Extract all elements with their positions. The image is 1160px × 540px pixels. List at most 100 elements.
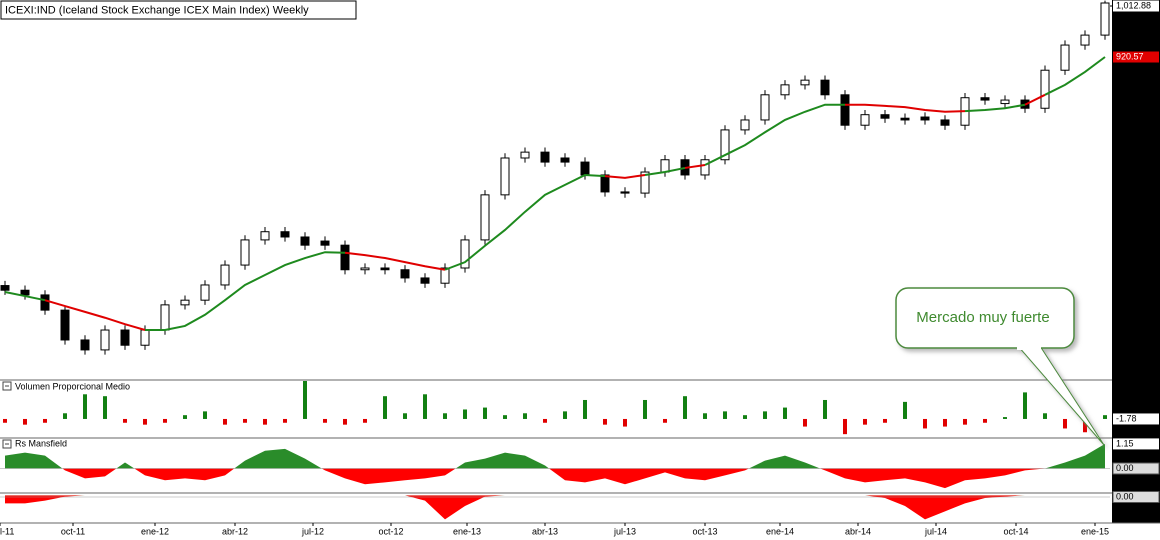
x-tick-label: oct-14 bbox=[1003, 526, 1028, 536]
candle-body bbox=[300, 236, 310, 246]
volume-bar bbox=[303, 381, 307, 419]
volume-bar bbox=[83, 394, 87, 419]
y-tick: 1,012.88 bbox=[1113, 0, 1159, 12]
x-tick-label: abr-14 bbox=[845, 526, 871, 536]
volume-bar bbox=[1043, 413, 1047, 419]
candle-body bbox=[120, 329, 130, 346]
price-axis-strip bbox=[1112, 0, 1160, 523]
volume-bar bbox=[743, 415, 747, 419]
x-tick-label: abr-12 bbox=[222, 526, 248, 536]
candle-body bbox=[340, 244, 350, 271]
candle-body bbox=[1040, 69, 1050, 109]
volume-bar bbox=[503, 415, 507, 419]
volume-bar bbox=[323, 418, 327, 423]
candle-body bbox=[620, 191, 630, 194]
volume-bar bbox=[23, 418, 27, 425]
candle-body bbox=[880, 114, 890, 119]
candle-body bbox=[520, 151, 530, 159]
candle-body bbox=[640, 171, 650, 194]
candle-body bbox=[820, 79, 830, 96]
candle-body bbox=[200, 284, 210, 301]
candle-body bbox=[260, 231, 270, 241]
candle-body bbox=[80, 339, 90, 351]
volume-bar bbox=[1063, 418, 1067, 429]
volume-bar bbox=[103, 396, 107, 419]
candle-body bbox=[240, 239, 250, 266]
y-tick-label: 1,012.88 bbox=[1116, 0, 1151, 10]
x-tick-label: oct-13 bbox=[692, 526, 717, 536]
volume-bar bbox=[943, 418, 947, 427]
volume-bar bbox=[63, 413, 67, 419]
candle-body bbox=[540, 151, 550, 163]
volume-bar bbox=[343, 418, 347, 425]
x-tick-label: jul-13 bbox=[613, 526, 636, 536]
x-tick-label: ene-14 bbox=[766, 526, 794, 536]
candle-body bbox=[400, 269, 410, 279]
x-tick-label: jul-14 bbox=[924, 526, 947, 536]
candle-body bbox=[480, 194, 490, 241]
volume-bar bbox=[863, 418, 867, 425]
volume-bar bbox=[583, 399, 587, 419]
candle-body bbox=[180, 299, 190, 306]
callout bbox=[895, 287, 1105, 446]
moving-average bbox=[644, 166, 686, 176]
volume-bar bbox=[763, 411, 767, 419]
moving-average bbox=[604, 173, 646, 179]
candle-body bbox=[500, 157, 510, 196]
volume-bar bbox=[783, 407, 787, 419]
volume-bar bbox=[623, 418, 627, 427]
candle-body bbox=[720, 129, 730, 161]
volume-bar bbox=[463, 409, 467, 419]
candle-body bbox=[20, 289, 30, 296]
x-tick-label: oct-11 bbox=[61, 526, 85, 536]
volume-bar bbox=[883, 418, 887, 423]
candle-body bbox=[380, 267, 390, 271]
volume-bar bbox=[203, 411, 207, 419]
candle-body bbox=[280, 231, 290, 238]
candle-body bbox=[100, 329, 110, 351]
x-tick-label: abr-13 bbox=[532, 526, 558, 536]
candle-body bbox=[40, 294, 50, 311]
volume-bar bbox=[183, 415, 187, 419]
y-tick-box bbox=[1113, 438, 1159, 450]
volume-bar bbox=[523, 413, 527, 419]
moving-average bbox=[145, 251, 346, 332]
candle-body bbox=[160, 304, 170, 331]
volume-bar bbox=[263, 418, 267, 425]
volume-bar bbox=[123, 418, 127, 423]
moving-average bbox=[44, 299, 146, 331]
candle-body bbox=[860, 114, 870, 126]
x-tick-label: l-11 bbox=[0, 526, 14, 536]
callout-box bbox=[895, 287, 1075, 349]
volume-bar bbox=[483, 407, 487, 419]
candle-body bbox=[600, 174, 610, 193]
volume-bar bbox=[383, 396, 387, 419]
candle-body bbox=[460, 239, 470, 269]
y-tick-box bbox=[1113, 413, 1159, 425]
candle-body bbox=[660, 159, 670, 173]
candle-body bbox=[900, 117, 910, 121]
x-tick-label: jul-12 bbox=[301, 526, 324, 536]
volume-bar bbox=[3, 418, 7, 423]
x-tick-label: ene-15 bbox=[1081, 526, 1109, 536]
volume-bar bbox=[283, 418, 287, 423]
x-tick-label: ene-13 bbox=[453, 526, 481, 536]
candle-body bbox=[220, 264, 230, 286]
volume-bar bbox=[1083, 418, 1087, 433]
volume-bar bbox=[643, 399, 647, 419]
candle-body bbox=[980, 97, 990, 101]
volume-bar bbox=[803, 418, 807, 427]
volume-bar bbox=[983, 418, 987, 423]
volume-bar bbox=[663, 418, 667, 423]
candle-body bbox=[580, 161, 590, 176]
candle-body bbox=[780, 84, 790, 96]
candle-body bbox=[700, 159, 710, 176]
y-tick-label: 920.57 bbox=[1116, 51, 1144, 61]
y-tick-label: -1.78 bbox=[1116, 413, 1137, 423]
candle-body bbox=[1100, 2, 1110, 36]
volume-bar bbox=[603, 418, 607, 425]
candle-body bbox=[320, 240, 330, 246]
moving-average bbox=[964, 103, 1026, 113]
